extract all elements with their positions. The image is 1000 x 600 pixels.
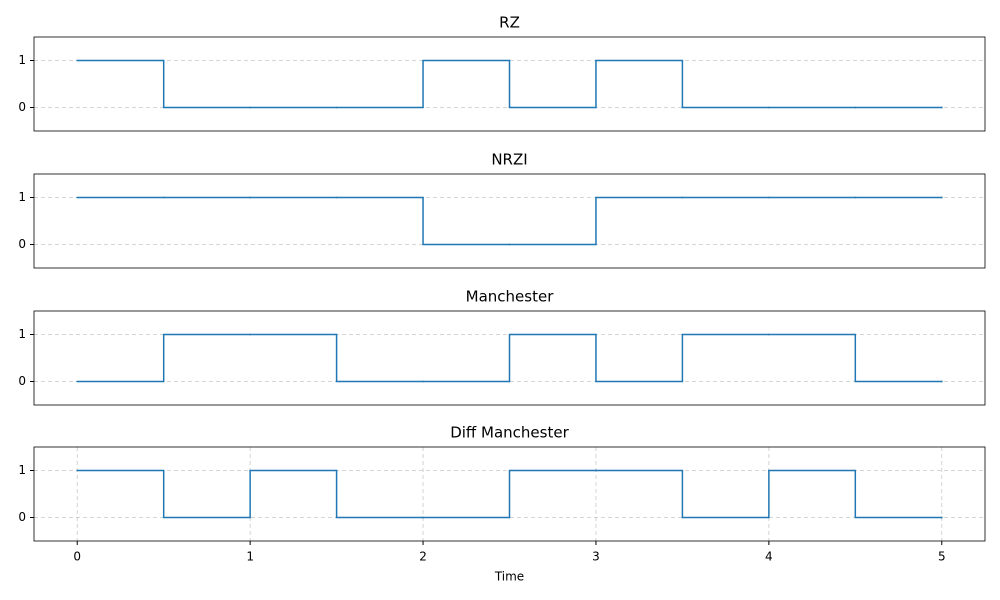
x-tick-label: 4 bbox=[765, 550, 773, 564]
x-tick-label: 3 bbox=[592, 550, 600, 564]
subplot-title: Manchester bbox=[466, 288, 555, 306]
subplot: Manchester 0 1 bbox=[18, 288, 986, 406]
y-tick-label: 0 bbox=[18, 237, 26, 251]
x-axis-label: Time bbox=[494, 570, 524, 584]
y-tick-label: 1 bbox=[18, 463, 26, 477]
y-tick-label: 1 bbox=[18, 190, 26, 204]
axes-frame bbox=[33, 446, 986, 542]
y-tick-label: 0 bbox=[18, 374, 26, 388]
x-tick-label: 1 bbox=[246, 550, 254, 564]
y-tick-label: 0 bbox=[18, 510, 26, 524]
axes-frame bbox=[33, 36, 986, 132]
subplot: Diff Manchester 0 1 0 1 2 3 4 5 Time bbox=[18, 424, 986, 584]
axes-frame bbox=[33, 173, 986, 269]
subplot-title: NRZI bbox=[491, 151, 527, 169]
axes-frame bbox=[33, 310, 986, 406]
y-tick-label: 1 bbox=[18, 327, 26, 341]
y-tick-label: 1 bbox=[18, 53, 26, 67]
subplot-title: Diff Manchester bbox=[450, 424, 569, 442]
subplot: RZ 0 1 bbox=[18, 14, 986, 132]
y-tick-label: 0 bbox=[18, 100, 26, 114]
subplot: NRZI 0 1 bbox=[18, 151, 986, 269]
x-tick-label: 0 bbox=[73, 550, 81, 564]
x-tick-label: 5 bbox=[938, 550, 946, 564]
subplot-title: RZ bbox=[499, 14, 520, 32]
x-tick-label: 2 bbox=[419, 550, 427, 564]
